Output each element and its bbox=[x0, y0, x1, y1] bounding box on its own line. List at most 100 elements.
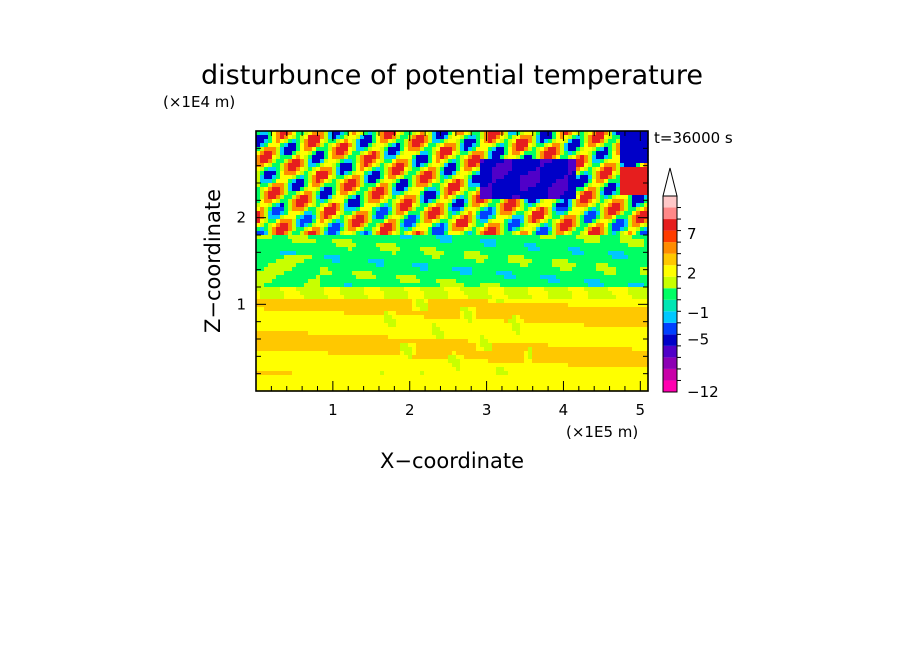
heatmap-cell bbox=[352, 231, 357, 236]
heatmap-cell bbox=[580, 323, 585, 328]
heatmap-cell bbox=[412, 315, 417, 320]
heatmap-cell bbox=[312, 175, 317, 180]
heatmap-cell bbox=[616, 287, 621, 292]
heatmap-cell bbox=[400, 239, 405, 244]
heatmap-cell bbox=[632, 187, 637, 192]
heatmap-cell bbox=[608, 179, 613, 184]
heatmap-cell bbox=[360, 311, 365, 316]
heatmap-cell bbox=[300, 155, 305, 160]
heatmap-cell bbox=[484, 247, 489, 252]
heatmap-cell bbox=[448, 211, 453, 216]
heatmap-cell bbox=[388, 287, 393, 292]
heatmap-cell bbox=[368, 267, 373, 272]
heatmap-cell bbox=[540, 291, 545, 296]
heatmap-cell bbox=[392, 311, 397, 316]
heatmap-cell bbox=[588, 179, 593, 184]
heatmap-cell bbox=[328, 331, 333, 336]
heatmap-cell bbox=[552, 135, 557, 140]
heatmap-cell bbox=[256, 247, 261, 252]
heatmap-cell bbox=[372, 187, 377, 192]
heatmap-cell bbox=[256, 275, 261, 280]
heatmap-cell bbox=[536, 223, 541, 228]
heatmap-cell bbox=[440, 219, 445, 224]
heatmap-cell bbox=[260, 135, 265, 140]
heatmap-cell bbox=[380, 295, 385, 300]
heatmap-cell bbox=[456, 239, 461, 244]
heatmap-cell bbox=[376, 203, 381, 208]
heatmap-cell bbox=[532, 211, 537, 216]
heatmap-cell bbox=[636, 179, 641, 184]
heatmap-cell bbox=[272, 247, 277, 252]
heatmap-cell bbox=[320, 167, 325, 172]
heatmap-cell bbox=[468, 311, 473, 316]
heatmap-cell bbox=[512, 155, 517, 160]
heatmap-cell bbox=[484, 275, 489, 280]
heatmap-cell bbox=[360, 283, 365, 288]
heatmap-cell bbox=[492, 215, 497, 220]
heatmap-cell bbox=[392, 191, 397, 196]
heatmap-cell bbox=[568, 139, 573, 144]
heatmap-cell bbox=[524, 211, 529, 216]
heatmap-cell bbox=[632, 319, 637, 324]
heatmap-cell bbox=[344, 315, 349, 320]
heatmap-cell bbox=[612, 159, 617, 164]
heatmap-cell bbox=[600, 167, 605, 172]
heatmap-cell bbox=[324, 199, 329, 204]
heatmap-cell bbox=[508, 283, 513, 288]
heatmap-cell bbox=[524, 319, 529, 324]
heatmap-cell bbox=[528, 183, 533, 188]
heatmap-cell bbox=[332, 151, 337, 156]
heatmap-cell bbox=[380, 247, 385, 252]
heatmap-cell bbox=[340, 331, 345, 336]
heatmap-cell bbox=[436, 231, 441, 236]
heatmap-cell bbox=[460, 175, 465, 180]
heatmap-cell bbox=[612, 327, 617, 332]
heatmap-cell bbox=[396, 295, 401, 300]
heatmap-cell bbox=[332, 307, 337, 312]
heatmap-cell bbox=[508, 267, 513, 272]
heatmap-cell bbox=[424, 175, 429, 180]
heatmap-cell bbox=[472, 279, 477, 284]
heatmap-cell bbox=[352, 167, 357, 172]
heatmap-cell bbox=[328, 231, 333, 236]
heatmap-cell bbox=[320, 239, 325, 244]
heatmap-cell bbox=[348, 131, 353, 136]
heatmap-cell bbox=[268, 331, 273, 336]
heatmap-cell bbox=[308, 235, 313, 240]
heatmap-cell bbox=[632, 151, 637, 156]
heatmap-cell bbox=[256, 167, 261, 172]
heatmap-cell bbox=[572, 231, 577, 236]
heatmap-cell bbox=[284, 223, 289, 228]
heatmap-cell bbox=[588, 283, 593, 288]
heatmap-cell bbox=[464, 243, 469, 248]
heatmap-cell bbox=[440, 191, 445, 196]
heatmap-cell bbox=[488, 287, 493, 292]
heatmap-cell bbox=[616, 179, 621, 184]
heatmap-cell bbox=[432, 239, 437, 244]
heatmap-cell bbox=[272, 319, 277, 324]
heatmap-cell bbox=[632, 287, 637, 292]
heatmap-cell bbox=[320, 227, 325, 232]
heatmap-cell bbox=[428, 151, 433, 156]
heatmap-cell bbox=[572, 139, 577, 144]
heatmap-cell bbox=[372, 291, 377, 296]
heatmap-cell bbox=[532, 167, 537, 172]
heatmap-cell bbox=[284, 187, 289, 192]
heatmap-cell bbox=[356, 311, 361, 316]
heatmap-cell bbox=[324, 195, 329, 200]
heatmap-cell bbox=[428, 295, 433, 300]
heatmap-cell bbox=[576, 243, 581, 248]
heatmap-cell bbox=[560, 291, 565, 296]
heatmap-cell bbox=[608, 307, 613, 312]
heatmap-cell bbox=[544, 247, 549, 252]
heatmap-cell bbox=[272, 219, 277, 224]
heatmap-cell bbox=[360, 163, 365, 168]
heatmap-cell bbox=[388, 147, 393, 152]
heatmap-cell bbox=[548, 159, 553, 164]
heatmap-cell bbox=[512, 319, 517, 324]
heatmap-cell bbox=[644, 227, 649, 232]
heatmap-cell bbox=[528, 215, 533, 220]
heatmap-cell bbox=[420, 223, 425, 228]
heatmap-cell bbox=[636, 167, 641, 172]
heatmap-cell bbox=[508, 223, 513, 228]
